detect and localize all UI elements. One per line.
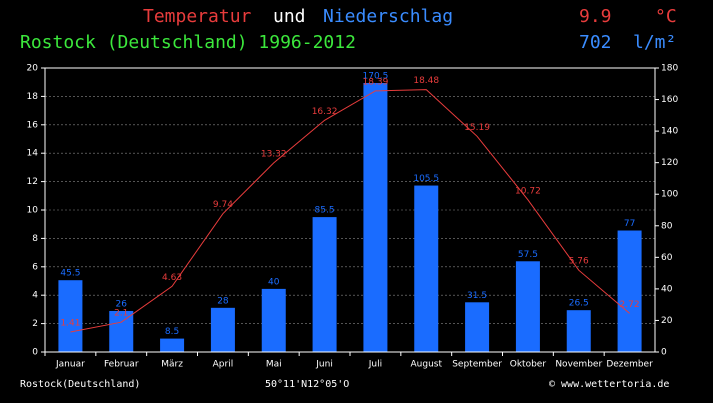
bar <box>210 307 235 352</box>
x-tick-label: Juni <box>315 360 333 370</box>
bar-label: 105.5 <box>413 174 439 184</box>
x-tick-label: Mai <box>266 360 282 370</box>
bar <box>515 261 540 352</box>
plot-frame <box>44 67 656 353</box>
bar-label: 57.5 <box>518 250 538 260</box>
total-precipitation: 702 <box>579 32 612 53</box>
bar-label: 26 <box>116 299 128 309</box>
line-label: 10.72 <box>515 186 541 196</box>
precipitation-unit: l/m² <box>633 32 676 53</box>
bar <box>414 185 439 352</box>
bar <box>566 310 591 352</box>
y2-tick-label: 180 <box>661 64 678 74</box>
line-label: 2.1 <box>114 309 128 319</box>
title-temperature: Temperatur <box>143 6 252 27</box>
y2-tick-label: 80 <box>661 221 673 231</box>
y2-tick-label: 100 <box>661 190 678 200</box>
y-tick-label: 10 <box>27 206 39 216</box>
x-tick-label: Januar <box>55 360 85 370</box>
bar <box>109 310 134 352</box>
line-label: 5.76 <box>569 257 589 267</box>
temperature-unit: °C <box>655 6 677 27</box>
title-connector: und <box>273 6 306 27</box>
y2-tick-label: 20 <box>661 316 673 326</box>
x-tick-label: März <box>161 360 183 370</box>
line-label: 4.63 <box>162 273 182 283</box>
line-label: 15.19 <box>464 123 490 133</box>
y-tick-label: 12 <box>27 177 38 187</box>
bar <box>58 280 83 352</box>
y-tick-label: 8 <box>32 234 38 244</box>
footer-coordinates: 50°11'N12°05'O <box>265 379 349 390</box>
y-tick-label: 4 <box>32 291 38 301</box>
y-tick-label: 14 <box>27 149 39 159</box>
title-precipitation: Niederschlag <box>323 6 453 27</box>
y-tick-label: 2 <box>32 319 38 329</box>
line-label: 9.74 <box>213 200 233 210</box>
y-tick-label: 18 <box>27 92 39 102</box>
y2-tick-label: 160 <box>661 95 678 105</box>
line-label: 18.39 <box>363 77 389 87</box>
bar <box>160 338 185 352</box>
bar <box>465 302 490 352</box>
x-tick-label: Juli <box>368 360 382 370</box>
bar-label: 77 <box>624 219 635 229</box>
x-tick-label: August <box>411 360 443 370</box>
bar-label: 31.5 <box>467 291 487 301</box>
bar-label: 28 <box>217 296 229 306</box>
line-label: 1.41 <box>60 318 80 328</box>
bar-label: 40 <box>268 277 280 287</box>
line-label: 2.72 <box>620 300 640 310</box>
bar-label: 8.5 <box>165 327 179 337</box>
footer-source: © www.wettertoria.de <box>549 379 669 390</box>
y-tick-label: 20 <box>27 64 39 74</box>
line-label: 18.48 <box>413 76 439 86</box>
footer-location: Rostock(Deutschland) <box>20 379 140 390</box>
bar <box>617 230 642 352</box>
y2-tick-label: 0 <box>661 348 667 358</box>
bar-label: 85.5 <box>315 206 335 216</box>
subtitle: Rostock (Deutschland) 1996-2012 <box>20 32 356 53</box>
bar <box>363 82 388 352</box>
bar-label: 26.5 <box>569 299 589 309</box>
x-tick-label: Dezember <box>606 360 653 370</box>
line-label: 13.32 <box>261 149 287 159</box>
x-tick-label: Oktober <box>510 360 547 370</box>
y2-tick-label: 120 <box>661 158 678 168</box>
line-label: 16.32 <box>312 107 338 117</box>
bar <box>312 217 337 352</box>
bar-label: 45.5 <box>60 269 80 279</box>
y2-tick-label: 140 <box>661 127 678 137</box>
y-tick-label: 6 <box>32 262 38 272</box>
y2-tick-label: 40 <box>661 284 673 294</box>
x-tick-label: September <box>452 360 502 370</box>
line <box>70 89 630 333</box>
bar-label: 170.5 <box>363 71 389 81</box>
mean-temperature: 9.9 <box>579 6 612 27</box>
y-tick-label: 0 <box>32 348 38 358</box>
bar <box>261 288 286 352</box>
x-tick-label: Februar <box>104 360 139 370</box>
x-tick-label: April <box>213 360 234 370</box>
x-tick-label: November <box>555 360 602 370</box>
y-tick-label: 16 <box>27 120 39 130</box>
y2-tick-label: 60 <box>661 253 673 263</box>
